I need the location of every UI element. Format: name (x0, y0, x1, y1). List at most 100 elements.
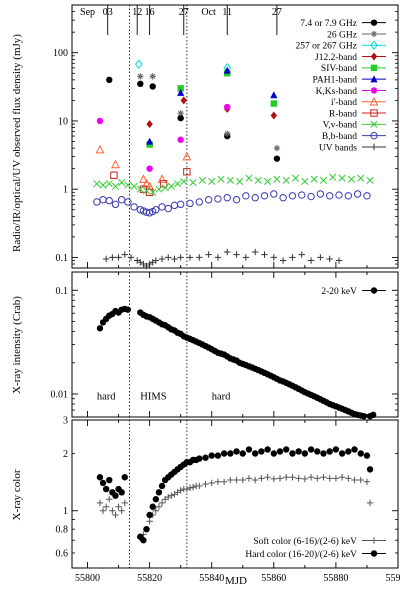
data-point (298, 191, 306, 199)
data-point (233, 476, 240, 484)
data-point (301, 177, 309, 185)
data-point (102, 503, 110, 510)
bottom-panel-xlabel: MJD (225, 575, 247, 587)
legend: 2-20 keV (321, 287, 386, 297)
data-point (245, 174, 253, 182)
data-point (320, 474, 327, 481)
legend-marker (370, 143, 378, 151)
series-pah1-band (146, 66, 278, 145)
panel-2: 0.6 0.8 1 2 3 55800 55820 55840 55860 55880 55900 S… (56, 416, 400, 585)
data-point (239, 450, 246, 457)
data-point (111, 200, 120, 209)
legend-label: UV bands (319, 143, 357, 153)
data-point (301, 475, 309, 483)
series-j12-2-band (146, 96, 278, 129)
data-point (357, 450, 364, 457)
data-point (117, 196, 126, 204)
data-point (134, 59, 143, 69)
data-point (99, 196, 107, 204)
data-point (227, 476, 234, 484)
x-tick-label: 55840 (199, 573, 224, 584)
data-point (245, 475, 253, 482)
state-annotation: hard (212, 392, 231, 403)
data-point (121, 474, 128, 481)
legend-label: V,v-band (323, 121, 358, 131)
data-point (146, 511, 153, 519)
data-point (264, 446, 271, 453)
data-point (295, 448, 302, 455)
data-point (270, 450, 278, 457)
legend-marker (370, 19, 378, 26)
data-point (124, 198, 132, 206)
legend-label: SIV-band (321, 64, 357, 74)
data-point (332, 446, 340, 453)
x-tick-label: 55800 (75, 573, 100, 584)
data-point (270, 254, 278, 261)
data-point (115, 503, 122, 510)
data-point (111, 182, 120, 190)
data-point (137, 80, 144, 88)
data-point (186, 199, 194, 208)
data-point (138, 174, 148, 183)
data-point (224, 248, 231, 256)
data-point (196, 455, 203, 462)
data-point (224, 103, 231, 111)
data-point (326, 448, 333, 455)
data-point (289, 474, 296, 481)
data-point (254, 176, 262, 184)
data-point (155, 185, 163, 193)
series-7-4-or-7-9-ghz (106, 76, 281, 162)
data-point (196, 254, 203, 261)
data-point (307, 257, 315, 264)
data-point (106, 496, 113, 503)
top-date-label: 27 (272, 7, 282, 18)
series-v-v-band (93, 173, 374, 196)
series-b-b-band (93, 190, 371, 217)
legend-marker (370, 131, 378, 140)
series-uv-bands (102, 248, 343, 270)
y-tick-label: 100 (53, 48, 68, 59)
data-point (291, 174, 300, 182)
data-point (170, 201, 179, 210)
data-point (338, 450, 346, 457)
legend-marker (370, 30, 378, 38)
data-point (152, 206, 160, 214)
data-point (189, 483, 197, 491)
panel-0: 0.1 1 10 100 03 12 16 27 11 27 Sep Oct 7.4 or 7.9 GH… (53, 4, 399, 270)
data-point (338, 174, 346, 182)
legend-marker (370, 120, 378, 128)
panel-frame (71, 4, 399, 269)
data-point (270, 100, 278, 107)
data-point (204, 196, 213, 204)
data-point (283, 474, 290, 481)
data-point (363, 192, 371, 200)
legend-label: R-band (329, 109, 357, 119)
data-point (149, 73, 156, 80)
legend-label: 7.4 or 7.9 GHz (300, 19, 357, 29)
series-26-ghz (137, 73, 281, 152)
legend-label: 257 or 267 GHz (296, 42, 357, 52)
y-tick-label: 1 (63, 185, 68, 196)
data-point (177, 254, 184, 261)
data-point (99, 507, 107, 514)
data-point (124, 181, 132, 189)
legend-label: PAH1-band (312, 75, 357, 85)
data-point (143, 525, 150, 533)
data-point (258, 475, 265, 482)
top-date-label: 12 (132, 7, 142, 18)
data-point (298, 251, 305, 258)
data-point (93, 198, 101, 206)
y-tick-label: 0.01 (51, 389, 69, 400)
y-tick-label: 0.6 (56, 548, 69, 559)
data-point (270, 190, 278, 198)
top-month-label: Oct (201, 7, 216, 18)
data-point (146, 120, 153, 129)
legend-label: i'-band (331, 98, 357, 108)
data-point (177, 487, 184, 494)
data-point (270, 475, 278, 483)
data-point (226, 176, 234, 184)
data-point (161, 184, 169, 192)
data-point (146, 137, 154, 145)
data-point (158, 499, 166, 507)
data-point (202, 454, 209, 461)
